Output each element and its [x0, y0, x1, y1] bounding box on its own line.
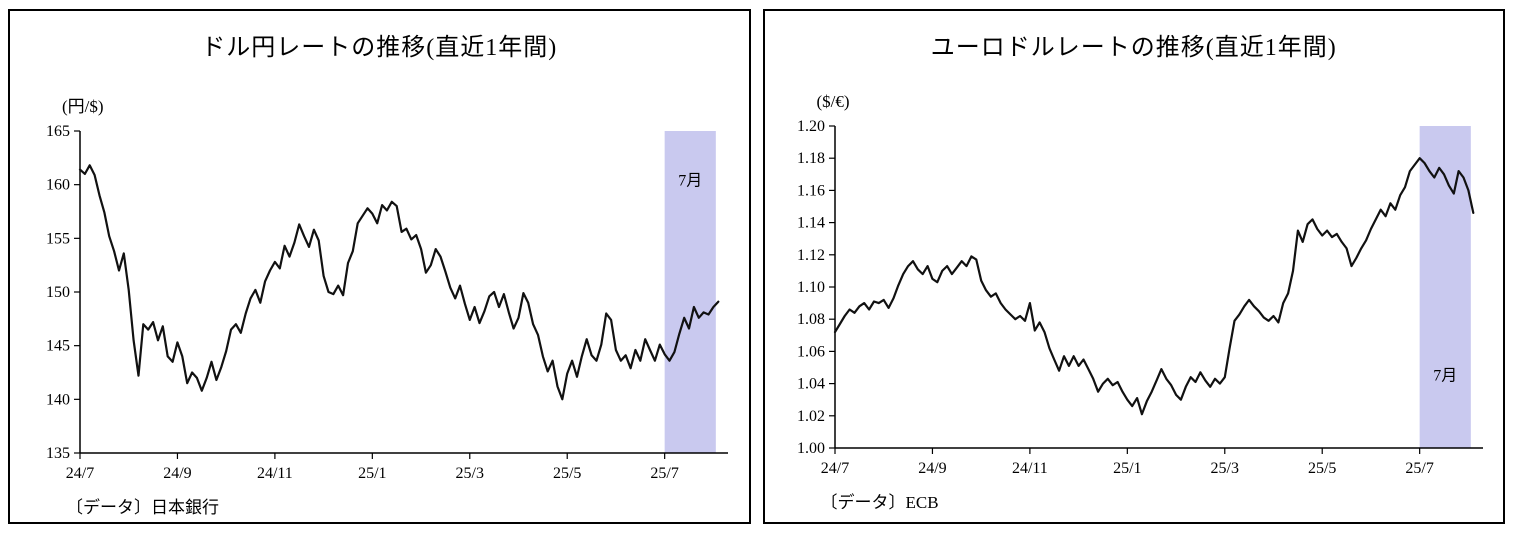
- eurusd-panel: ユーロドルレートの推移(直近1年間) ($/€) 7月 1.00 1.02 1.04 1…: [762, 9, 1505, 524]
- july-highlight-band: [1419, 126, 1471, 448]
- y-tick-label: 1.08: [797, 311, 825, 328]
- usdjpy-chart-title: ドル円レートの推移(直近1年間): [201, 35, 558, 61]
- x-tick-label: 25/5: [553, 465, 581, 482]
- eurusd-chart-title: ユーロドルレートの推移(直近1年間): [930, 35, 1337, 61]
- fx-charts-page: ドル円レートの推移(直近1年間) (円/$) 7月 135 140 145 150 155…: [8, 9, 1505, 524]
- y-tick-label: 1.10: [797, 279, 825, 296]
- rate-line: [78, 164, 720, 401]
- y-tick-label: 1.04: [797, 376, 825, 393]
- x-tick-label: 25/1: [1113, 460, 1141, 477]
- x-tick-label: 24/9: [918, 460, 946, 477]
- y-tick-label: 1.14: [797, 215, 825, 232]
- eurusd-source-label: 〔データ〕ECB: [820, 493, 939, 512]
- rate-line: [833, 157, 1474, 416]
- y-tick-label: 165: [46, 123, 70, 140]
- july-highlight-band: [664, 131, 716, 453]
- x-tick-label: 24/9: [163, 465, 191, 482]
- x-tick-label: 25/1: [358, 465, 386, 482]
- usdjpy-panel: ドル円レートの推移(直近1年間) (円/$) 7月 135 140 145 150 155…: [8, 9, 751, 524]
- july-band-label: 7月: [678, 173, 702, 190]
- x-tick-label: 24/7: [820, 460, 848, 477]
- usdjpy-unit-label: (円/$): [62, 97, 104, 116]
- y-tick-label: 1.06: [797, 343, 825, 360]
- eurusd-line-chart: 7月 1.00 1.02 1.04 1.06 1.08 1.10 1.12 1.14 1.16 1.…: [797, 118, 1483, 477]
- y-tick-label: 1.02: [797, 408, 825, 425]
- y-tick-label: 145: [46, 338, 70, 355]
- y-tick-label: 1.00: [797, 440, 825, 457]
- x-tick-label: 25/3: [456, 465, 484, 482]
- y-tick-label: 155: [46, 230, 70, 247]
- x-tick-label: 25/7: [650, 465, 678, 482]
- july-band-label: 7月: [1433, 367, 1457, 384]
- usdjpy-line-chart: 7月 135 140 145 150 155 160 165 24/7 24/9 24/11 25/1…: [46, 123, 728, 482]
- x-tick-label: 25/7: [1405, 460, 1433, 477]
- usdjpy-source-label: 〔データ〕日本銀行: [66, 498, 219, 517]
- y-tick-label: 160: [46, 177, 70, 194]
- x-tick-label: 24/7: [66, 465, 94, 482]
- y-tick-label: 135: [46, 445, 70, 462]
- y-tick-label: 150: [46, 284, 70, 301]
- y-tick-label: 1.20: [797, 118, 825, 135]
- y-tick-label: 140: [46, 391, 70, 408]
- y-tick-label: 1.16: [797, 182, 825, 199]
- eurusd-unit-label: ($/€): [816, 92, 850, 111]
- y-tick-label: 1.18: [797, 150, 825, 167]
- x-tick-label: 25/3: [1210, 460, 1238, 477]
- x-tick-label: 24/11: [257, 465, 293, 482]
- y-tick-label: 1.12: [797, 247, 825, 264]
- x-tick-label: 24/11: [1011, 460, 1047, 477]
- x-tick-label: 25/5: [1307, 460, 1335, 477]
